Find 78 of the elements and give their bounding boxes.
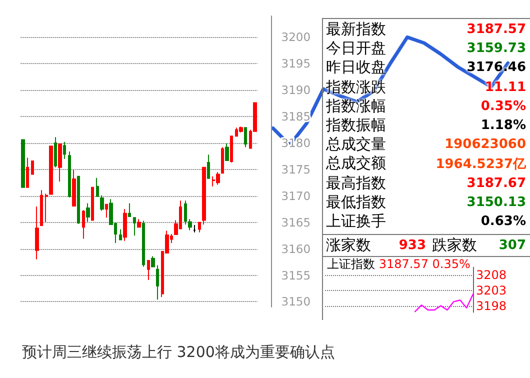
category-label: 最高指数 bbox=[326, 174, 386, 193]
candlestick bbox=[123, 208, 127, 242]
candlestick bbox=[82, 210, 85, 240]
text: 0.35% bbox=[480, 98, 526, 114]
category-label: 涨家数 bbox=[326, 236, 372, 255]
category-label: 今日开盘 bbox=[326, 39, 386, 58]
candlestick bbox=[26, 157, 29, 188]
y-tick-label: 3170 bbox=[281, 188, 311, 203]
text: 3187.67 bbox=[466, 176, 526, 191]
chart-title: 上证指数 bbox=[327, 257, 375, 271]
category-label: 昨日收盘 bbox=[326, 58, 386, 78]
candlestick bbox=[244, 127, 247, 148]
candlestick bbox=[68, 150, 71, 198]
category-label: 最新指数 bbox=[326, 20, 386, 39]
candlestick bbox=[58, 144, 62, 182]
line-series bbox=[414, 294, 474, 312]
category-label: 指数涨幅 bbox=[326, 96, 386, 116]
candlestick bbox=[21, 139, 25, 188]
candlestick bbox=[63, 141, 66, 160]
y-tick-label: 3200 bbox=[281, 30, 311, 44]
candlestick bbox=[35, 206, 39, 260]
category-label: 指数振幅 bbox=[326, 116, 386, 135]
candlestick bbox=[96, 177, 99, 197]
candlestick bbox=[91, 186, 94, 221]
y-tick-label: 3175 bbox=[281, 162, 311, 176]
candlestick bbox=[72, 169, 76, 206]
y-tick-label: 3198 bbox=[476, 299, 507, 314]
candlestick bbox=[100, 194, 104, 212]
candlestick bbox=[225, 143, 229, 161]
category-label: 总成交额 bbox=[326, 154, 386, 174]
candlestick bbox=[49, 146, 53, 195]
y-tick-label: 3150 bbox=[281, 294, 311, 309]
candlestick bbox=[239, 126, 243, 133]
y-tick-label: 3190 bbox=[281, 83, 311, 98]
candlestick bbox=[40, 190, 43, 226]
candlestick bbox=[86, 202, 90, 222]
candlestick bbox=[230, 136, 233, 164]
y-tick-label: 3155 bbox=[281, 268, 311, 282]
candlestick bbox=[216, 172, 220, 186]
text: 0.63% bbox=[480, 214, 526, 229]
candlestick bbox=[31, 160, 34, 175]
candlestick bbox=[105, 204, 108, 218]
category-label: 总成交量 bbox=[326, 135, 386, 154]
candlestick bbox=[156, 264, 159, 300]
y-tick-label: 3208 bbox=[476, 268, 507, 282]
text: 11.11 bbox=[484, 80, 526, 95]
candlestick bbox=[151, 256, 155, 268]
candlestick bbox=[137, 218, 141, 228]
category-label: 最低指数 bbox=[326, 192, 386, 212]
text: 1.18% bbox=[480, 118, 526, 133]
text: 3150.13 bbox=[466, 194, 526, 210]
text: 190623060 bbox=[444, 137, 526, 152]
text: 3159.73 bbox=[466, 41, 526, 56]
text: 1964.5237亿 bbox=[436, 156, 526, 172]
candlestick bbox=[133, 217, 136, 236]
text: 3187.57 bbox=[466, 22, 526, 37]
candlestick bbox=[221, 146, 224, 174]
candlestick bbox=[77, 176, 80, 224]
y-tick-label: 3203 bbox=[476, 284, 507, 298]
candlestick bbox=[193, 224, 196, 233]
text: 307 bbox=[498, 238, 526, 253]
candlestick bbox=[202, 166, 206, 225]
text: 933 bbox=[398, 238, 426, 253]
y-tick-label: 3195 bbox=[281, 56, 311, 71]
y-tick-label: 3165 bbox=[281, 215, 311, 230]
category-label: 跌家数 bbox=[432, 236, 478, 255]
category-label: 上证换手 bbox=[326, 212, 386, 231]
candlestick bbox=[207, 154, 210, 179]
candlestick bbox=[54, 136, 57, 168]
text: 预计周三继续振荡上行 3200将成为重要确认点 bbox=[22, 343, 335, 362]
candlestick bbox=[128, 202, 131, 218]
candlestick bbox=[142, 220, 145, 268]
y-tick-label: 3160 bbox=[281, 242, 311, 256]
candlestick bbox=[119, 228, 122, 240]
candlestick bbox=[198, 222, 201, 233]
candlestick bbox=[45, 193, 48, 222]
chart-subtitle: 3187.57 0.35% bbox=[378, 257, 470, 271]
candlestick bbox=[147, 260, 150, 281]
